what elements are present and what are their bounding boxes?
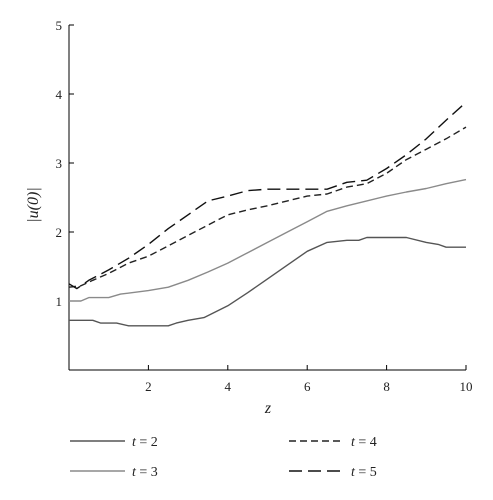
- legend: t = 2t = 3t = 4t = 5: [70, 435, 377, 480]
- legend-equals: =: [355, 435, 370, 450]
- legend-value: 4: [370, 435, 377, 450]
- legend-variable: t: [351, 465, 356, 480]
- y-tick-label: 2: [56, 225, 63, 240]
- x-tick-label: 4: [225, 379, 232, 394]
- x-axis-label: z: [264, 400, 272, 417]
- legend-value: 2: [151, 435, 158, 450]
- legend-variable: t: [132, 435, 137, 450]
- legend-equals: =: [355, 465, 370, 480]
- legend-variable: t: [132, 465, 137, 480]
- legend-value: 3: [151, 465, 158, 480]
- y-tick-label: 4: [56, 87, 63, 102]
- legend-equals: =: [136, 465, 151, 480]
- y-tick-label: 5: [56, 18, 63, 33]
- legend-equals: =: [136, 435, 151, 450]
- axes: [68, 25, 466, 371]
- x-tick-label: 10: [460, 379, 473, 394]
- legend-label-t5: t = 5: [351, 465, 377, 480]
- x-tick-label: 2: [145, 379, 152, 394]
- y-axis-label: |u(0)|: [25, 187, 42, 222]
- legend-label-t3: t = 3: [132, 465, 158, 480]
- legend-value: 5: [370, 465, 377, 480]
- series-line-t3: [69, 178, 467, 302]
- legend-variable: t: [351, 435, 356, 450]
- series-lines: [68, 101, 467, 327]
- x-tick-label: 8: [383, 379, 390, 394]
- x-tick-label: 6: [304, 379, 311, 394]
- series-line-t2: [69, 236, 466, 327]
- series-line-t5: [68, 101, 467, 290]
- legend-label-t4: t = 4: [351, 435, 377, 450]
- series-line-t4: [68, 126, 467, 288]
- y-tick-label: 3: [56, 156, 63, 171]
- y-tick-label: 1: [56, 294, 63, 309]
- legend-label-t2: t = 2: [132, 435, 158, 450]
